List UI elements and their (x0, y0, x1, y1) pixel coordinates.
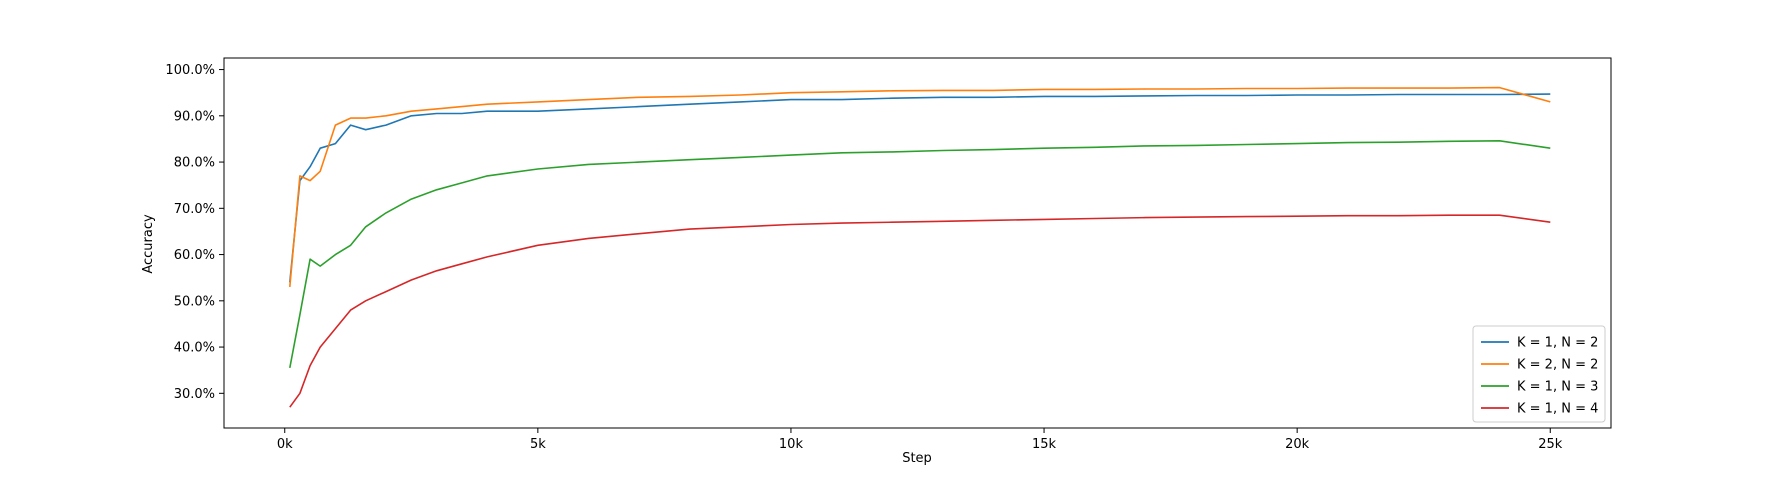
series-line-4 (289, 214, 1551, 408)
x-tick-label: 20k (1285, 437, 1310, 452)
legend-entry: K = 1, N = 4 (1517, 402, 1598, 417)
x-tick-label: 25k (1538, 437, 1563, 452)
y-tick-label: 50.0% (174, 294, 215, 309)
y-tick-label: 80.0% (174, 156, 215, 171)
y-tick-label: 60.0% (174, 248, 215, 263)
legend-box (1472, 325, 1606, 423)
plot-area (223, 57, 1612, 429)
x-tick-label: 5k (530, 437, 546, 452)
y-tick-label: 30.0% (174, 387, 215, 402)
y-tick-label: 70.0% (174, 202, 215, 217)
legend-entry: K = 1, N = 3 (1517, 380, 1598, 395)
series-line-3 (289, 140, 1551, 369)
y-tick-label: 90.0% (174, 109, 215, 124)
legend-entry: K = 2, N = 2 (1517, 358, 1598, 373)
x-tick-label: 10k (779, 437, 804, 452)
y-tick-label: 100.0% (165, 63, 215, 78)
x-tick-label: 0k (277, 437, 293, 452)
x-axis-ticks: 0k 5k 10k 15k 20k 25k (277, 428, 1563, 452)
series-lines (289, 86, 1551, 408)
y-axis-ticks: 30.0% 40.0% 50.0% 60.0% 70.0% 80.0% 90.0% 100.0… (165, 63, 224, 402)
series-line-2 (289, 86, 1551, 287)
series-line-1 (289, 93, 1551, 283)
x-axis-label: Step (902, 451, 932, 466)
x-tick-label: 15k (1032, 437, 1057, 452)
legend-entry: K = 1, N = 2 (1517, 336, 1598, 351)
y-tick-label: 40.0% (174, 341, 215, 356)
y-axis-label: Accuracy (141, 214, 156, 274)
legend: K = 1, N = 2 K = 2, N = 2 K = 1, N = 3 K = … (1472, 325, 1606, 423)
